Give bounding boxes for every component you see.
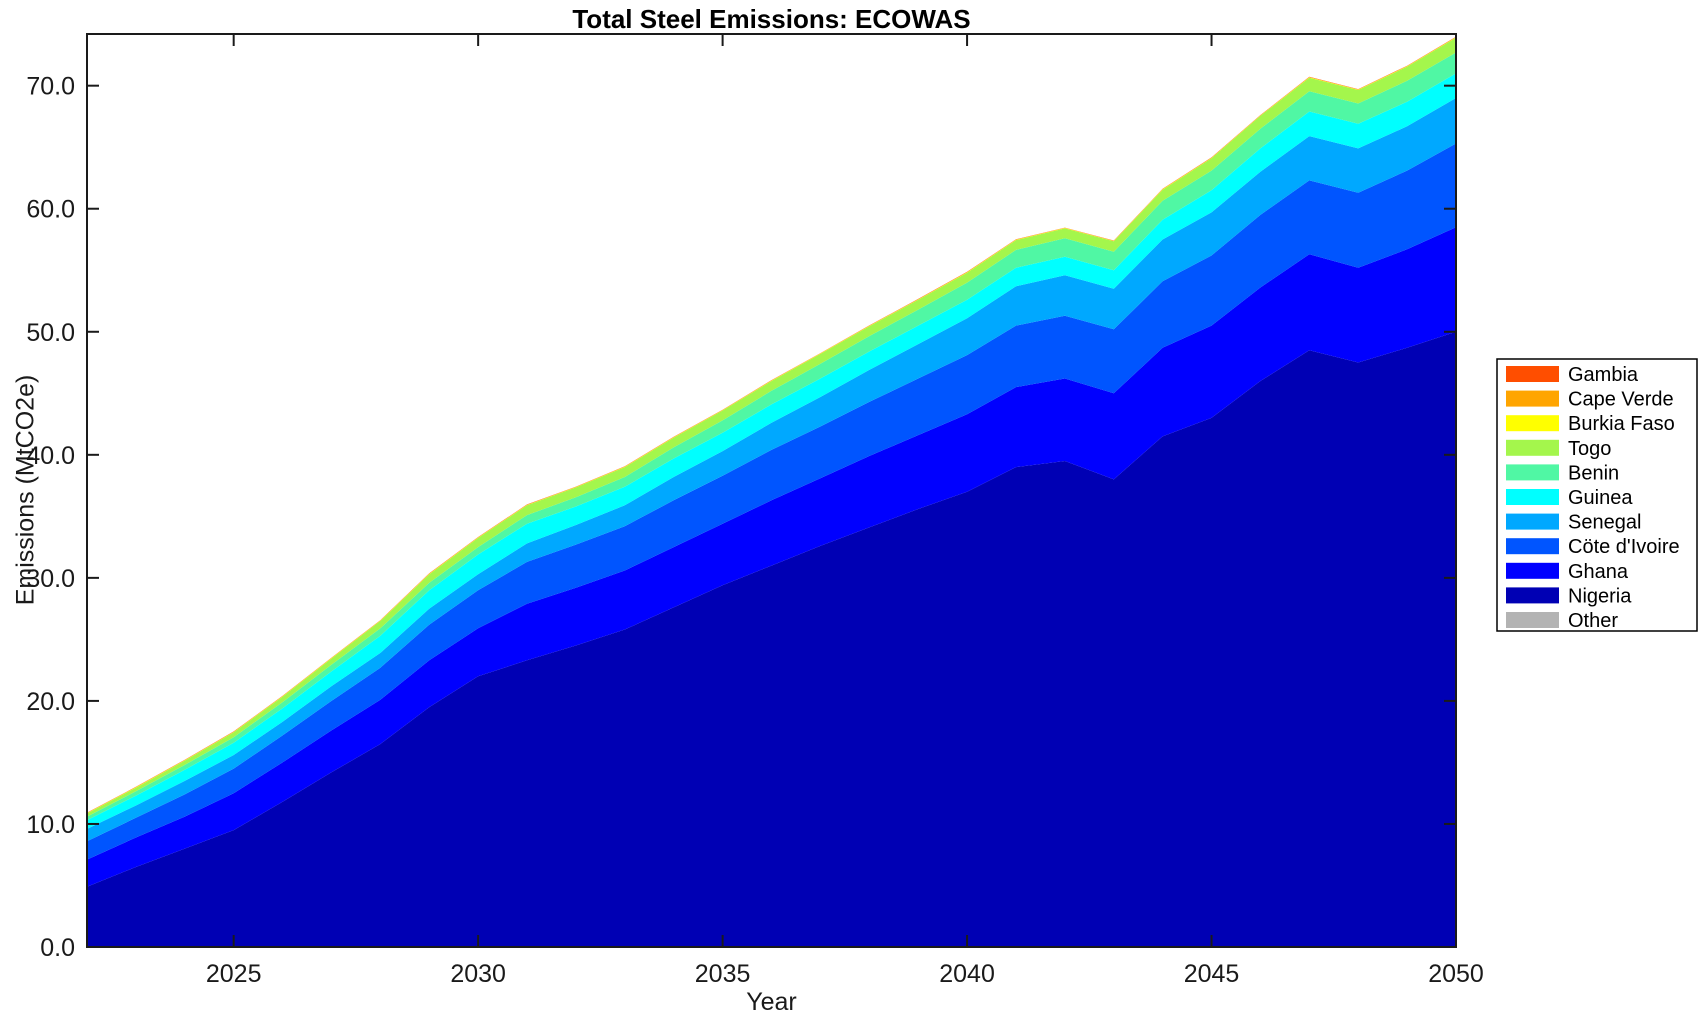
legend-label: Guinea [1568, 487, 1633, 509]
x-tick-label: 2040 [939, 960, 995, 988]
legend-swatch-Other [1506, 612, 1559, 628]
legend-swatch-Benin [1506, 464, 1559, 481]
legend-label: Other [1568, 610, 1618, 632]
legend-swatch-Nigeria [1506, 587, 1559, 604]
x-tick-label: 2025 [206, 960, 262, 988]
legend-swatch-Burkia Faso [1506, 415, 1559, 432]
legend-label: Cöte d'Ivoire [1568, 536, 1680, 558]
area-Senegal [87, 98, 1456, 842]
legend-swatch-Ghana [1506, 562, 1559, 579]
area-Guinea [87, 73, 1456, 829]
legend-label: Ghana [1568, 561, 1629, 583]
area-Ghana [87, 227, 1456, 887]
y-tick-label: 60.0 [26, 196, 75, 224]
x-axis-label: Year [746, 988, 797, 1016]
legend-label: Nigeria [1568, 585, 1632, 607]
y-tick-label: 10.0 [26, 811, 75, 839]
area-Togo [87, 37, 1456, 817]
legend-label: Burkia Faso [1568, 413, 1675, 435]
legend-swatch-Guinea [1506, 489, 1559, 505]
x-tick-label: 2050 [1428, 960, 1484, 988]
y-tick-label: 20.0 [26, 688, 75, 716]
area-Cöte d'Ivoire [87, 143, 1456, 860]
legend-swatch-Senegal [1506, 513, 1559, 530]
area-Nigeria [87, 331, 1456, 947]
y-axis-label: Emissions (MtCO2e) [11, 374, 40, 606]
y-tick-label: 40.0 [26, 442, 75, 470]
legend-label: Senegal [1568, 512, 1641, 534]
legend-label: Benin [1568, 462, 1619, 484]
legend-label: Gambia [1568, 364, 1639, 386]
x-tick-label: 2030 [450, 960, 506, 988]
plot-box [86, 33, 1457, 948]
x-tick-label: 2035 [695, 960, 751, 988]
y-tick-label: 70.0 [26, 73, 75, 101]
legend-swatch-Togo [1506, 439, 1559, 456]
legend-swatch-Gambia [1506, 366, 1559, 382]
y-tick-label: 0.0 [40, 934, 75, 962]
y-tick-label: 30.0 [26, 565, 75, 593]
legend-swatch-Cöte d'Ivoire [1506, 538, 1559, 555]
x-tick-label: 2045 [1184, 960, 1240, 988]
legend-label: Togo [1568, 438, 1611, 460]
chart-title: Total Steel Emissions: ECOWAS [572, 4, 971, 34]
legend-swatch-Cape Verde [1506, 390, 1559, 407]
legend-label: Cape Verde [1568, 389, 1674, 411]
y-tick-label: 50.0 [26, 319, 75, 347]
area-Benin [87, 52, 1456, 821]
